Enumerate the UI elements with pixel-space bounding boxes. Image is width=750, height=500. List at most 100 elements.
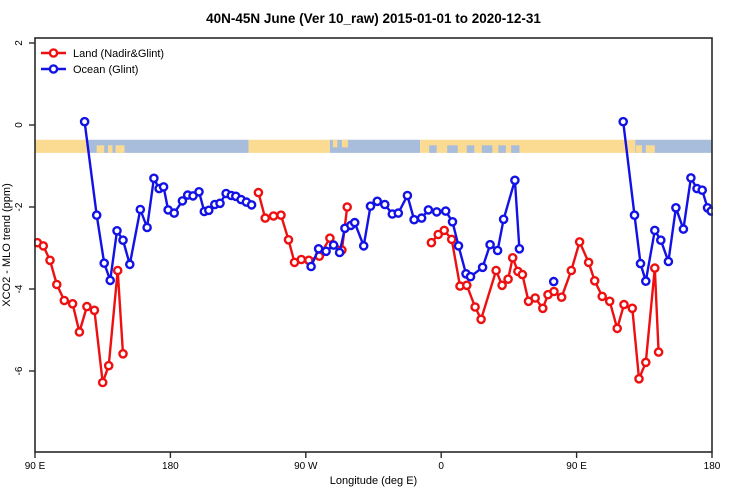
data-point-marker: [97, 377, 108, 388]
data-point-marker: [548, 276, 559, 287]
data-point-marker: [52, 279, 62, 290]
data-point-marker: [583, 257, 594, 268]
data-point-marker: [574, 237, 585, 247]
y-tick-label: 2: [14, 40, 25, 46]
x-axis-label: Longitude (deg E): [330, 475, 417, 487]
axes: 90 E 180 90 W 0 90 E 180 2 0 -2 -4 -6: [14, 37, 721, 472]
legend-item: Ocean (Glint): [41, 64, 138, 76]
data-point-marker: [253, 187, 264, 198]
data-point-marker: [431, 207, 442, 217]
data-point-marker: [440, 206, 451, 216]
y-axis-label: XCO2 - MLO trend (ppm): [1, 183, 13, 306]
data-point-marker: [82, 301, 92, 312]
data-point-marker: [612, 323, 623, 334]
data-point-marker: [112, 265, 123, 276]
data-point-marker: [215, 198, 225, 209]
data-point-marker: [416, 213, 427, 223]
data-point-marker: [476, 314, 486, 325]
legend-label: Ocean (Glint): [73, 64, 138, 76]
data-point-marker: [629, 210, 640, 220]
data-point-marker: [203, 205, 214, 216]
data-point-marker: [423, 205, 434, 215]
data-point-marker: [135, 204, 146, 215]
data-point-marker: [618, 116, 629, 127]
titles: 40N-45N June (Ver 10_raw) 2015-01-01 to …: [1, 11, 541, 487]
strip-spot-land: [636, 145, 643, 153]
data-point-marker: [514, 243, 525, 254]
y-tick-label: 0: [14, 122, 25, 128]
data-point-marker: [349, 217, 360, 228]
strip-segment-ocean: [329, 139, 421, 153]
strip-spot-ocean: [511, 145, 520, 153]
data-point-marker: [491, 265, 501, 276]
legend-marker: [48, 48, 59, 58]
x-tick-label: 90 E: [25, 461, 46, 472]
data-point-marker: [283, 234, 294, 245]
data-point-marker: [112, 225, 122, 236]
legend-marker: [48, 64, 59, 74]
data-point-marker: [74, 327, 85, 337]
data-point-marker: [530, 293, 541, 303]
x-tick-label: 180: [704, 461, 721, 472]
data-point-marker: [103, 360, 114, 371]
data-point-marker: [671, 202, 681, 213]
data-point-marker: [321, 246, 331, 257]
data-point-marker: [358, 241, 369, 251]
data-point-marker: [79, 116, 90, 127]
data-point-marker: [556, 292, 567, 303]
data-point-marker: [453, 241, 464, 251]
data-point-marker: [634, 373, 644, 384]
data-point-marker: [125, 259, 135, 270]
data-point-marker: [589, 275, 600, 286]
data-point-marker: [306, 261, 316, 272]
data-point-marker: [447, 216, 458, 227]
x-tick-label: 0: [438, 461, 444, 472]
data-point-marker: [38, 241, 49, 251]
data-point-marker: [663, 256, 674, 267]
data-point-marker: [492, 245, 503, 256]
data-point-marker: [296, 254, 307, 265]
data-point-marker: [485, 239, 495, 250]
data-point-marker: [517, 269, 528, 280]
legend-item: Land (Nadir&Glint): [41, 48, 164, 60]
data-point-marker: [477, 262, 488, 273]
data-point-marker: [67, 298, 78, 309]
data-point-marker: [498, 214, 509, 225]
data-point-marker: [697, 185, 708, 195]
data-point-marker: [260, 213, 271, 223]
x-tick-label: 90 E: [566, 461, 587, 472]
data-point-marker: [365, 201, 376, 211]
data-point-marker: [246, 200, 257, 210]
strip-spot-ocean: [498, 145, 506, 153]
data-point-marker: [402, 190, 413, 201]
data-point-marker: [619, 299, 629, 310]
data-point-marker: [656, 235, 666, 245]
data-point-marker: [604, 296, 615, 307]
y-tick-label: -6: [14, 366, 25, 375]
series-ocean: [79, 116, 713, 287]
data-point-marker: [177, 196, 188, 206]
data-point-marker: [393, 208, 404, 218]
data-point-marker: [169, 208, 179, 218]
data-point-marker: [439, 225, 450, 236]
data-point-marker: [549, 286, 559, 297]
y-tick-label: -2: [14, 202, 25, 211]
data-point-marker: [334, 247, 345, 258]
data-point-marker: [426, 237, 437, 248]
x-tick-label: 90 W: [294, 461, 318, 472]
strip-segment-ocean: [87, 139, 249, 153]
data-point-marker: [538, 303, 548, 314]
data-point-marker: [597, 291, 608, 302]
data-point-marker: [328, 240, 339, 250]
strip-spot-land: [341, 139, 348, 148]
data-point-marker: [507, 252, 518, 263]
data-point-marker: [446, 234, 457, 245]
strip-segment-land: [35, 139, 88, 153]
data-point-marker: [105, 275, 115, 286]
strip-spot-ocean: [481, 145, 493, 153]
data-point-marker: [194, 186, 204, 197]
strip-spot-ocean: [466, 145, 475, 153]
data-point-marker: [158, 182, 169, 192]
legend-label: Land (Nadir&Glint): [73, 48, 164, 60]
